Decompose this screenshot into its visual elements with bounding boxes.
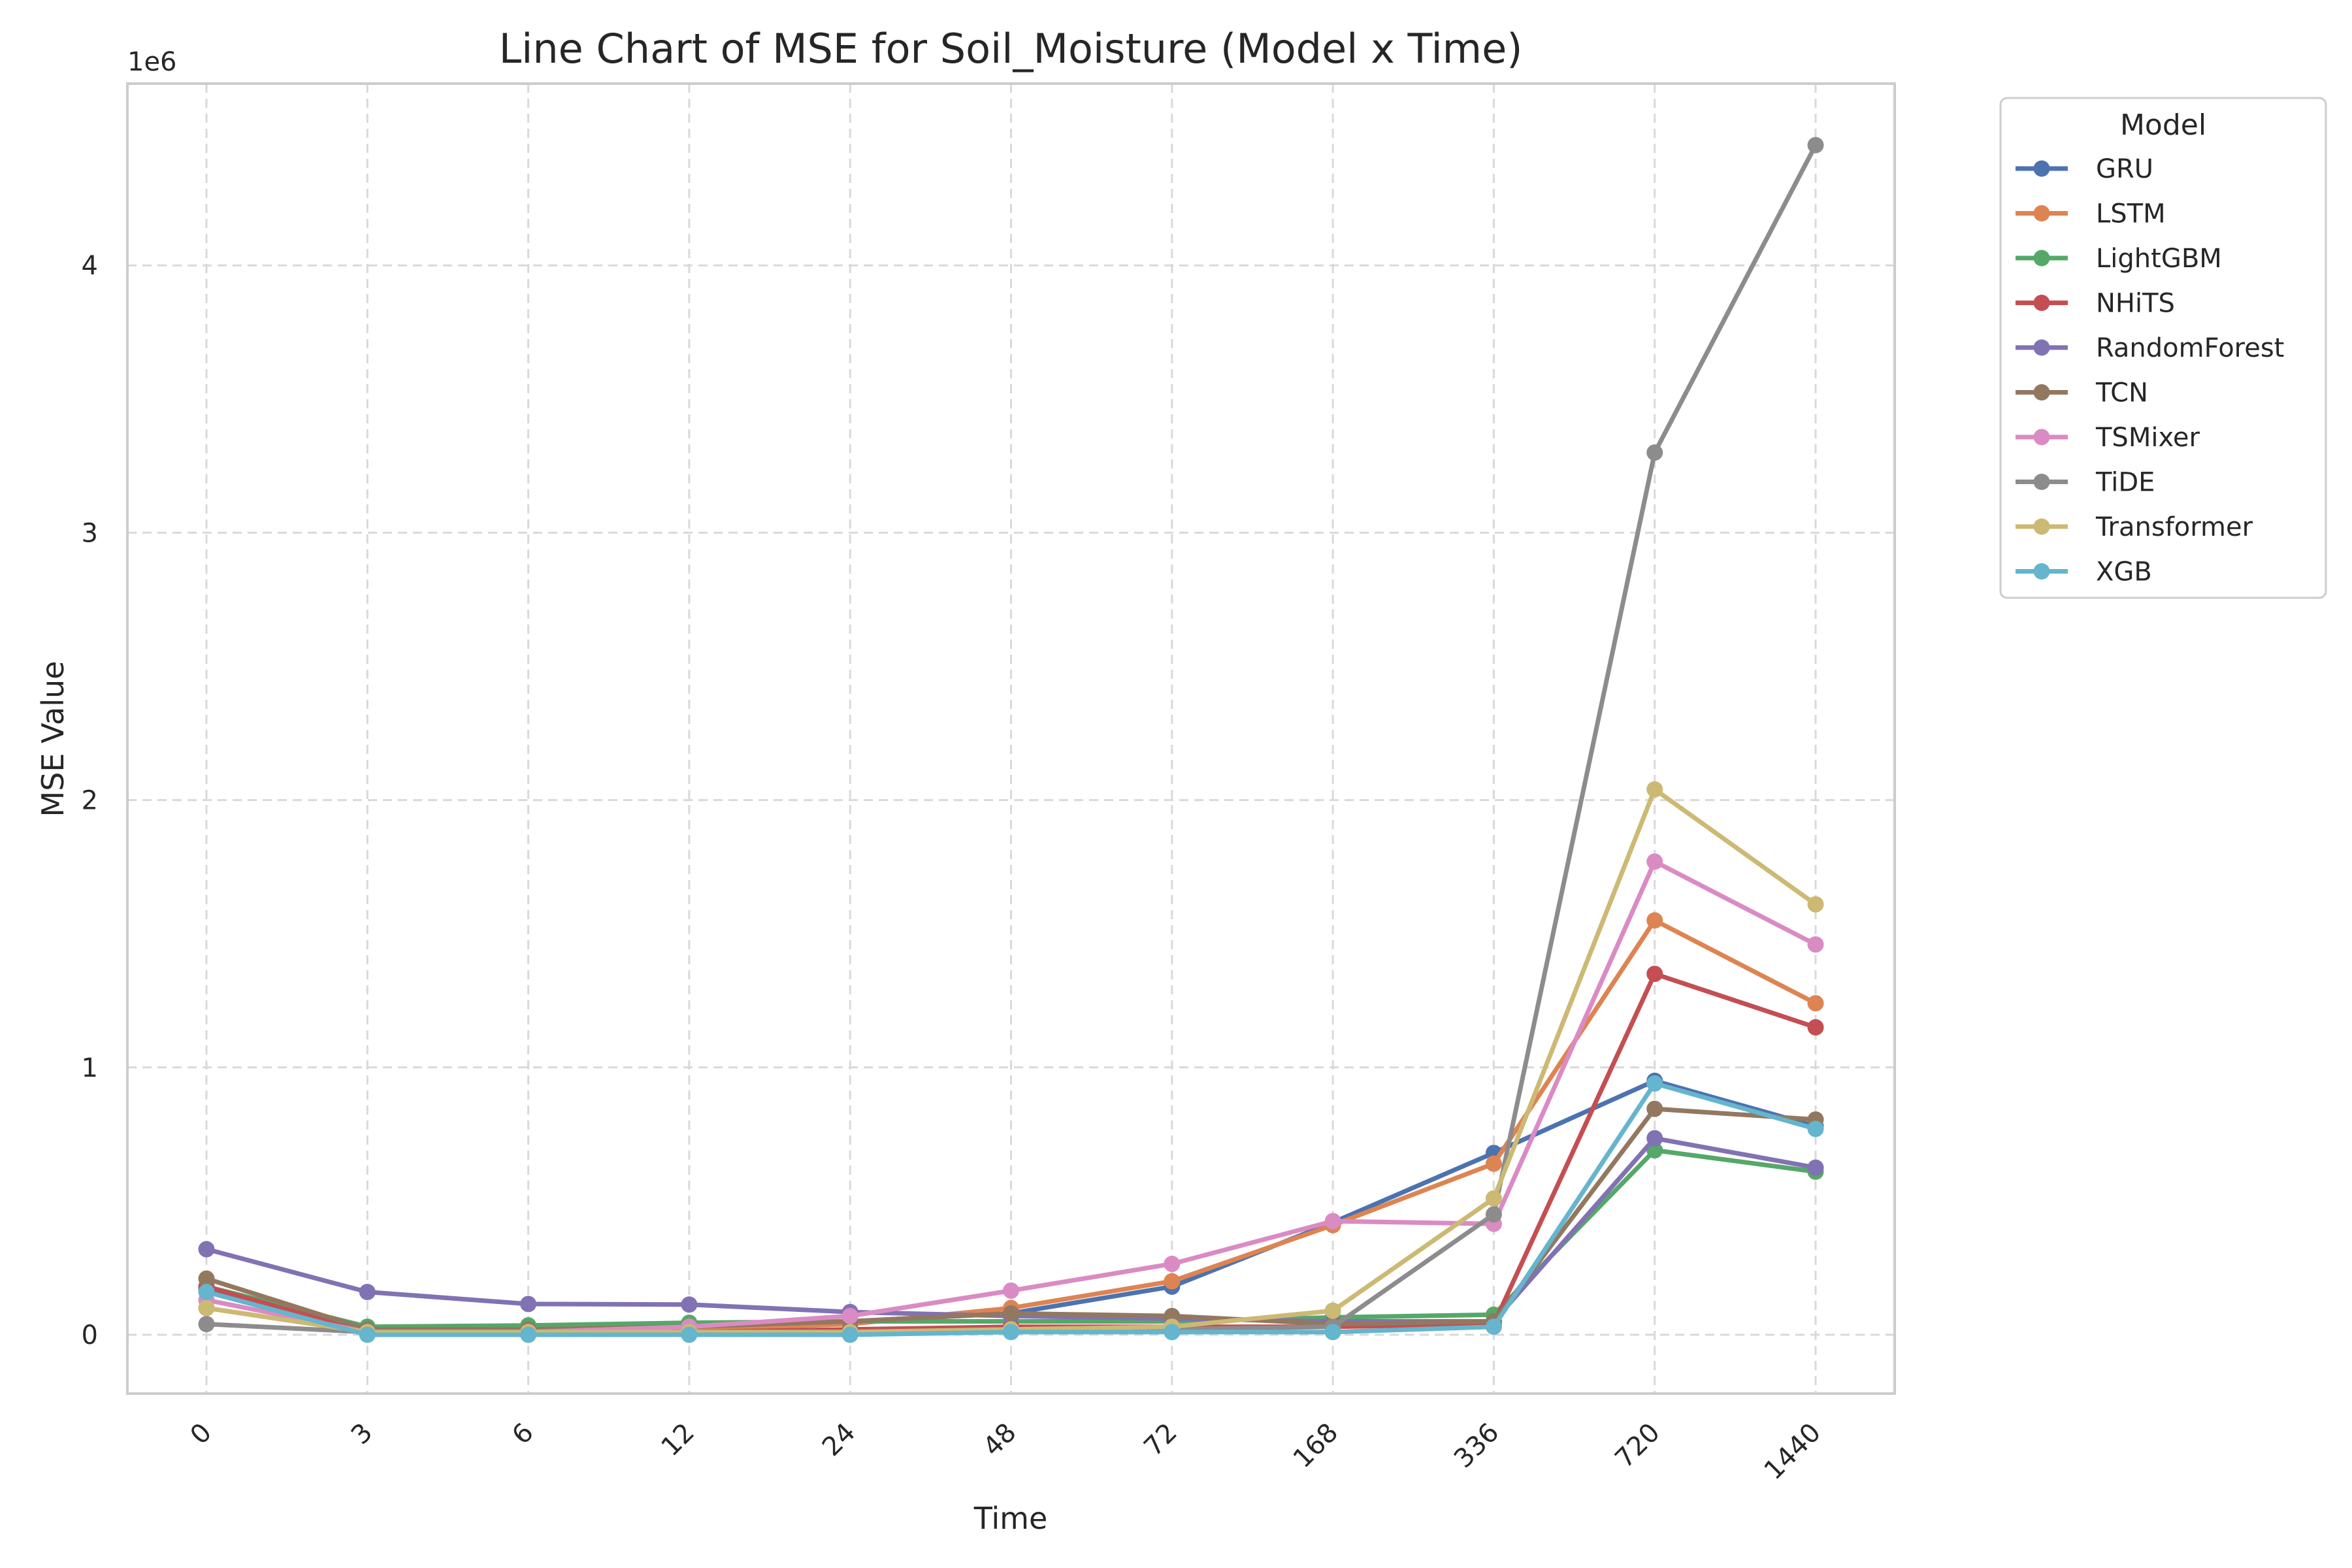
legend-swatch-marker bbox=[2033, 160, 2050, 177]
legend-item-tide: TiDE bbox=[2016, 468, 2155, 498]
data-point-xgb bbox=[1003, 1324, 1019, 1341]
data-point-lstm bbox=[1646, 912, 1663, 929]
data-point-tcn bbox=[198, 1270, 215, 1287]
legend-item-lightgbm: LightGBM bbox=[2016, 244, 2222, 274]
data-point-tsmixer bbox=[1646, 853, 1663, 870]
data-point-randomforest bbox=[1646, 1130, 1663, 1147]
legend-label: TSMixer bbox=[2095, 423, 2200, 453]
data-point-transformer bbox=[198, 1299, 215, 1316]
legend-label: Transformer bbox=[2095, 512, 2253, 542]
legend-title: Model bbox=[2120, 108, 2206, 142]
y-scale-label: 1e6 bbox=[127, 47, 177, 77]
data-point-lstm bbox=[1485, 1155, 1502, 1172]
data-point-transformer bbox=[1485, 1190, 1502, 1207]
y-tick-label: 4 bbox=[82, 251, 98, 281]
chart-title: Line Chart of MSE for Soil_Moisture (Mod… bbox=[499, 25, 1523, 73]
data-point-tsmixer bbox=[841, 1307, 858, 1324]
data-point-xgb bbox=[198, 1284, 215, 1301]
legend-item-tsmixer: TSMixer bbox=[2016, 423, 2200, 453]
legend-swatch-marker bbox=[2033, 474, 2050, 490]
legend-swatch-marker bbox=[2033, 429, 2050, 446]
legend-item-lstm: LSTM bbox=[2016, 199, 2166, 229]
data-point-randomforest bbox=[359, 1284, 376, 1301]
data-point-tcn bbox=[1003, 1305, 1019, 1322]
plot-frame bbox=[126, 82, 1896, 1395]
legend-label: XGB bbox=[2096, 557, 2152, 587]
legend-item-transformer: Transformer bbox=[2016, 512, 2253, 542]
legend-item-nhits: NHiTS bbox=[2016, 289, 2175, 319]
legend-swatch-marker bbox=[2033, 384, 2050, 400]
legend-swatch-marker bbox=[2033, 339, 2050, 356]
x-axis-label: Time bbox=[973, 1501, 1048, 1536]
legend-swatch-marker bbox=[2033, 295, 2050, 311]
data-point-tsmixer bbox=[1807, 936, 1824, 953]
legend-label: RandomForest bbox=[2096, 333, 2284, 363]
legend-swatch-marker bbox=[2033, 518, 2050, 535]
data-point-tide bbox=[1807, 137, 1824, 154]
y-tick-label: 1 bbox=[82, 1053, 98, 1083]
legend-label: LightGBM bbox=[2096, 244, 2222, 274]
data-point-transformer bbox=[1646, 781, 1663, 798]
data-point-xgb bbox=[1807, 1120, 1824, 1137]
legend-item-tcn: TCN bbox=[2016, 378, 2148, 408]
data-point-lstm bbox=[1164, 1273, 1181, 1290]
data-point-tide bbox=[198, 1316, 215, 1333]
data-point-tide bbox=[1485, 1206, 1502, 1223]
data-point-xgb bbox=[359, 1326, 376, 1343]
data-point-xgb bbox=[1164, 1324, 1181, 1341]
legend-swatch-marker bbox=[2033, 250, 2050, 267]
data-point-transformer bbox=[1807, 896, 1824, 913]
data-point-transformer bbox=[1324, 1302, 1341, 1319]
data-point-xgb bbox=[681, 1326, 698, 1343]
legend-swatch-marker bbox=[2033, 563, 2050, 580]
series-xgb bbox=[198, 1075, 1824, 1343]
legend-box bbox=[1999, 97, 2327, 599]
data-point-tsmixer bbox=[1324, 1213, 1341, 1230]
data-point-randomforest bbox=[520, 1296, 537, 1313]
series-layer bbox=[198, 137, 1824, 1343]
data-point-tsmixer bbox=[1003, 1282, 1019, 1299]
data-point-randomforest bbox=[681, 1296, 698, 1313]
data-point-tide bbox=[1646, 444, 1663, 461]
legend-item-xgb: XGB bbox=[2016, 557, 2152, 587]
data-point-nhits bbox=[1807, 1019, 1824, 1036]
legend: Model GRU LSTM LightGBM NHiTS RandomForest TC… bbox=[1999, 97, 2327, 599]
y-tick-label: 2 bbox=[82, 786, 98, 816]
legend-label: TCN bbox=[2095, 378, 2148, 408]
data-point-randomforest bbox=[1807, 1159, 1824, 1176]
data-point-xgb bbox=[1485, 1318, 1502, 1335]
data-point-xgb bbox=[1324, 1324, 1341, 1341]
data-point-xgb bbox=[1646, 1075, 1663, 1092]
legend-item-gru: GRU bbox=[2016, 154, 2153, 184]
y-tick-label: 0 bbox=[82, 1320, 98, 1350]
data-point-nhits bbox=[1646, 966, 1663, 983]
data-point-xgb bbox=[520, 1326, 537, 1343]
data-point-tsmixer bbox=[1164, 1256, 1181, 1273]
grid-lines bbox=[127, 84, 1895, 1394]
legend-label: LSTM bbox=[2096, 199, 2166, 229]
data-point-xgb bbox=[841, 1326, 858, 1343]
legend-item-randomforest: RandomForest bbox=[2016, 333, 2284, 363]
legend-label: GRU bbox=[2096, 154, 2153, 184]
y-tick-labels: 0 1 2 3 4 bbox=[82, 251, 98, 1350]
data-point-randomforest bbox=[198, 1241, 215, 1258]
legend-label: TiDE bbox=[2095, 468, 2155, 498]
data-point-tcn bbox=[1646, 1100, 1663, 1117]
y-axis-label: MSE Value bbox=[35, 661, 71, 817]
legend-label: NHiTS bbox=[2096, 289, 2175, 319]
legend-swatch-marker bbox=[2033, 205, 2050, 221]
data-point-lstm bbox=[1807, 995, 1824, 1012]
y-tick-label: 3 bbox=[82, 518, 98, 548]
